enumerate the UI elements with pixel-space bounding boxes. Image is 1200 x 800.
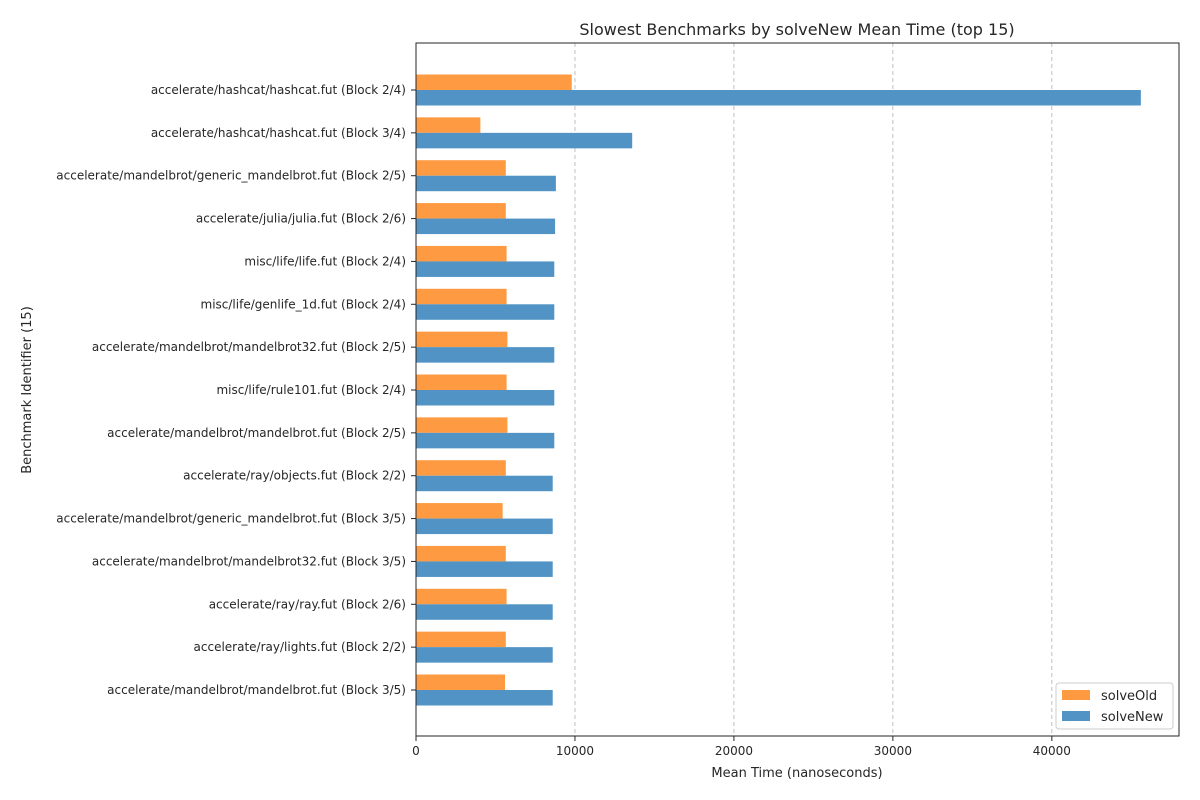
category-label: accelerate/mandelbrot/mandelbrot32.fut (… bbox=[92, 340, 406, 354]
category-label: accelerate/ray/ray.fut (Block 2/6) bbox=[209, 597, 406, 611]
bar-solveOld bbox=[416, 160, 506, 176]
bar-solveOld bbox=[416, 631, 506, 648]
y-axis-categories: accelerate/hashcat/hashcat.fut (Block 2/… bbox=[56, 83, 416, 697]
legend-label-solveNew: solveNew bbox=[1101, 710, 1164, 725]
bar-solveNew bbox=[416, 690, 553, 706]
category-label: misc/life/rule101.fut (Block 2/4) bbox=[216, 383, 406, 397]
grid-lines bbox=[574, 43, 1053, 736]
bar-solveNew bbox=[416, 475, 553, 492]
y-axis-title: Benchmark Identifier (15) bbox=[20, 306, 35, 474]
category-label: accelerate/julia/julia.fut (Block 2/6) bbox=[196, 212, 406, 226]
x-axis-ticks: 0 10000 20000 30000 40000 bbox=[412, 736, 1071, 758]
category-label: accelerate/ray/lights.fut (Block 2/2) bbox=[194, 640, 406, 654]
chart-title: Slowest Benchmarks by solveNew Mean Time… bbox=[579, 20, 1014, 39]
bar-solveOld bbox=[416, 117, 481, 133]
bar-solveOld bbox=[416, 288, 507, 305]
bar-solveOld bbox=[416, 545, 506, 562]
legend: solveOld solveNew bbox=[1055, 682, 1174, 730]
bar-solveOld bbox=[416, 503, 503, 519]
category-label: accelerate/mandelbrot/mandelbrot.fut (Bl… bbox=[107, 683, 406, 697]
legend-label-solveOld: solveOld bbox=[1101, 689, 1157, 704]
bar-solveNew bbox=[416, 561, 553, 577]
bar-solveNew bbox=[416, 218, 556, 235]
category-label: accelerate/ray/objects.fut (Block 2/2) bbox=[183, 469, 406, 483]
x-tick-label: 10000 bbox=[556, 744, 594, 758]
category-label: accelerate/mandelbrot/mandelbrot.fut (Bl… bbox=[107, 426, 406, 440]
bar-solveOld bbox=[416, 203, 506, 219]
x-tick-label: 30000 bbox=[874, 744, 912, 758]
category-label: accelerate/hashcat/hashcat.fut (Block 3/… bbox=[151, 126, 406, 140]
category-label: accelerate/hashcat/hashcat.fut (Block 2/… bbox=[151, 83, 406, 97]
category-label: misc/life/genlife_1d.fut (Block 2/4) bbox=[201, 297, 406, 311]
bar-solveOld bbox=[416, 674, 506, 690]
bar-solveOld bbox=[416, 331, 508, 348]
bar-solveNew bbox=[416, 518, 553, 535]
bar-solveNew bbox=[416, 132, 633, 149]
category-label: accelerate/mandelbrot/generic_mandelbrot… bbox=[56, 512, 406, 526]
bar-solveNew bbox=[416, 90, 1141, 106]
bar-solveOld bbox=[416, 74, 572, 90]
category-label: misc/life/life.fut (Block 2/4) bbox=[244, 254, 406, 268]
x-tick-label: 40000 bbox=[1033, 744, 1071, 758]
bar-solveNew bbox=[416, 432, 555, 449]
bars-group bbox=[416, 74, 1141, 706]
category-label: accelerate/mandelbrot/mandelbrot32.fut (… bbox=[92, 554, 406, 568]
bar-solveNew bbox=[416, 604, 553, 620]
bar-solveOld bbox=[416, 417, 508, 433]
x-tick-label: 20000 bbox=[715, 744, 753, 758]
bar-solveNew bbox=[416, 647, 553, 663]
bar-solveOld bbox=[416, 588, 507, 605]
bar-solveOld bbox=[416, 460, 506, 476]
bar-solveOld bbox=[416, 374, 507, 390]
bar-solveNew bbox=[416, 175, 556, 192]
bar-solveNew bbox=[416, 347, 555, 363]
bar-solveNew bbox=[416, 304, 555, 320]
bar-solveOld bbox=[416, 245, 507, 262]
x-axis-title: Mean Time (nanoseconds) bbox=[711, 766, 882, 781]
legend-swatch-solveOld bbox=[1062, 690, 1090, 700]
bar-solveNew bbox=[416, 390, 555, 406]
x-tick-label: 0 bbox=[412, 744, 420, 758]
bar-solveNew bbox=[416, 261, 555, 277]
legend-swatch-solveNew bbox=[1062, 711, 1090, 721]
category-label: accelerate/mandelbrot/generic_mandelbrot… bbox=[56, 169, 406, 183]
